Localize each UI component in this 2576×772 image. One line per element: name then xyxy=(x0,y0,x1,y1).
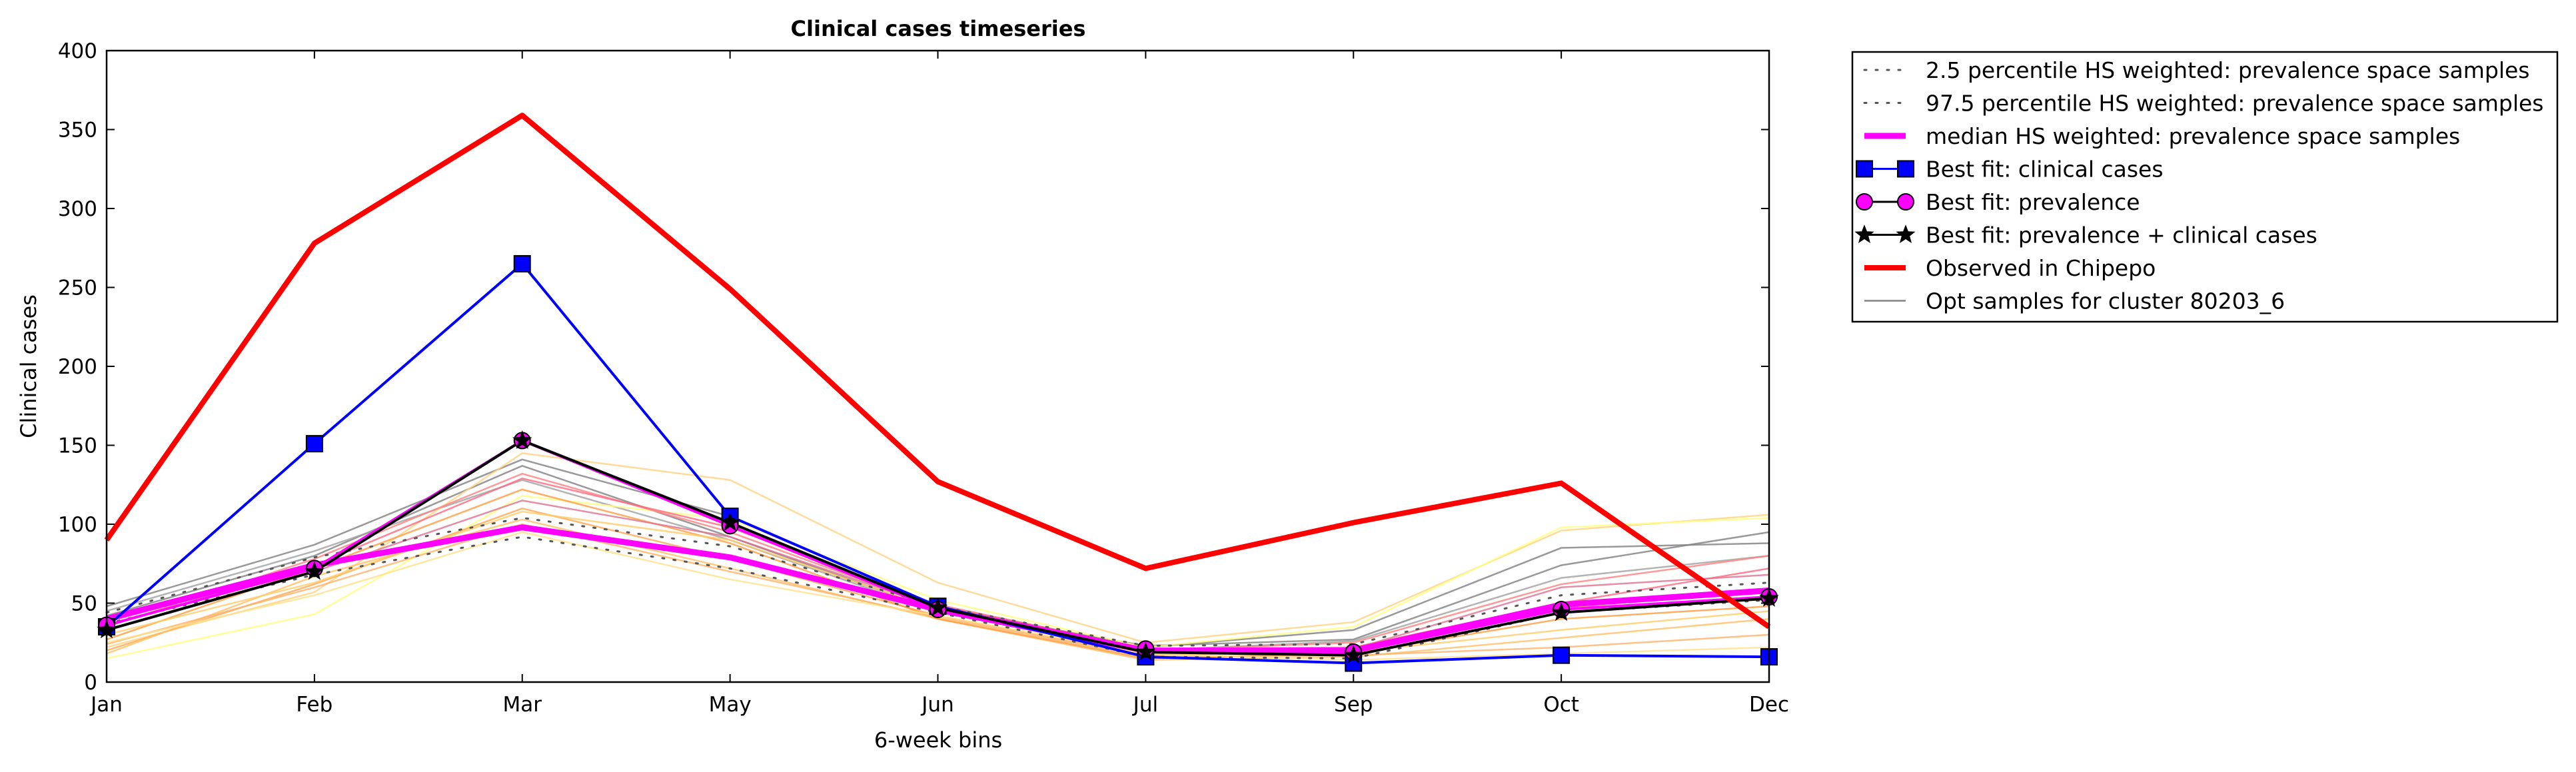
y-tick-label: 300 xyxy=(58,197,97,221)
axes: 0 50 100 150 200 250 300 350 400 Jan Feb Mar May Jun J… xyxy=(58,39,1789,717)
x-tick-label: Oct xyxy=(1543,693,1579,717)
y-tick-label: 100 xyxy=(58,513,97,537)
legend-entry-5-marker-b xyxy=(1896,224,1916,243)
legend-entry-3-marker-b xyxy=(1897,160,1914,178)
series-markers xyxy=(97,254,1779,672)
sample-line-7 xyxy=(106,488,1770,659)
series-line-p975 xyxy=(105,517,1770,647)
y-tick-label: 350 xyxy=(58,119,97,143)
x-tick-label: Sep xyxy=(1334,693,1373,717)
marker-fit-combined-7 xyxy=(1551,602,1571,621)
marker-fit-combined-6 xyxy=(1343,645,1363,664)
marker-fit-combined-4 xyxy=(928,597,948,617)
marker-fit-combined-2 xyxy=(512,430,532,449)
legend-box xyxy=(1851,51,2559,323)
marker-fit-combined-1 xyxy=(305,561,324,580)
plot-frame xyxy=(105,49,1770,683)
series-line-observed xyxy=(104,113,1771,629)
series-line-p025 xyxy=(105,536,1770,659)
legend-entry-3-marker-a xyxy=(1856,160,1873,178)
y-axis-label: Clinical cases xyxy=(16,294,41,438)
legend-entry-0-label: 2.5 percentile HS weighted: prevalence s… xyxy=(1926,57,2530,83)
y-tick-label: 50 xyxy=(71,592,97,616)
x-tick-label: Jun xyxy=(920,693,954,717)
legend-entry-1-label: 97.5 percentile HS weighted: prevalence … xyxy=(1926,91,2544,117)
marker-fit-combined-3 xyxy=(720,512,740,532)
x-axis-label: 6-week bins xyxy=(874,727,1002,753)
legend-entry-4-marker-b xyxy=(1897,193,1914,210)
legend-entry-3-label: Best fit: clinical cases xyxy=(1926,157,2164,183)
marker-fit-clinical-2 xyxy=(513,254,531,272)
legend-entry-4-label: Best fit: prevalence xyxy=(1926,189,2140,215)
y-tick-label: 200 xyxy=(58,355,97,379)
legend-entry-5-marker-a xyxy=(1854,224,1874,243)
legend-entry-6-label: Observed in Chipepo xyxy=(1926,255,2156,281)
legend-entry-2-label: median HS weighted: prevalence space sam… xyxy=(1926,123,2460,149)
marker-fit-combined-5 xyxy=(1135,641,1156,661)
legend: 2.5 percentile HS weighted: prevalence s… xyxy=(1851,51,2559,323)
chart-title: Clinical cases timeseries xyxy=(791,16,1086,41)
x-tick-label: Mar xyxy=(503,693,542,717)
y-tick-label: 150 xyxy=(58,434,97,458)
x-tick-label: Dec xyxy=(1749,693,1789,717)
y-tick-label: 250 xyxy=(58,276,97,300)
marker-fit-clinical-7 xyxy=(1553,646,1571,664)
y-tick-label: 0 xyxy=(84,671,97,695)
x-tick-label: Feb xyxy=(296,693,332,717)
legend-entry-4-marker-a xyxy=(1856,193,1873,210)
marker-fit-clinical-1 xyxy=(305,435,323,453)
x-tick-label: May xyxy=(709,693,752,717)
sample-line-8 xyxy=(106,472,1770,651)
x-tick-label: Jul xyxy=(1132,693,1158,717)
x-tick-label: Jan xyxy=(89,693,123,717)
y-tick-label: 400 xyxy=(58,39,97,63)
legend-entry-5-label: Best fit: prevalence + clinical cases xyxy=(1926,222,2317,248)
legend-entry-7-label: Opt samples for cluster 80203_6 xyxy=(1926,288,2285,314)
